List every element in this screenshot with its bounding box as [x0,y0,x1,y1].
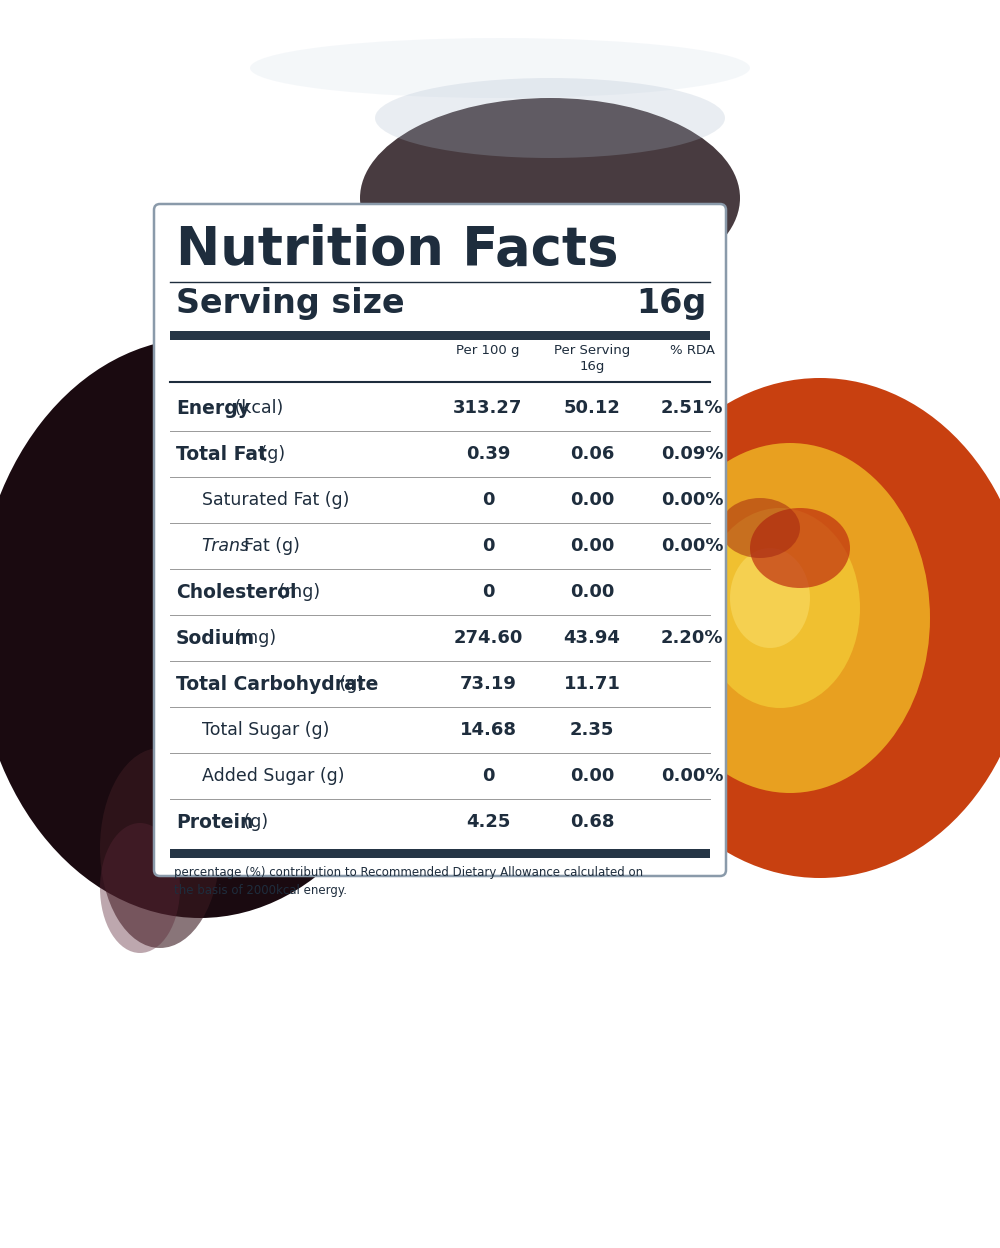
Text: 4.25: 4.25 [466,812,510,831]
Text: 11.71: 11.71 [564,675,620,693]
Text: % RDA: % RDA [670,344,714,357]
Text: 0: 0 [482,768,494,785]
Ellipse shape [360,99,740,298]
Text: 0.00%: 0.00% [661,537,723,555]
Text: percentage (%) contribution to Recommended Dietary Allowance calculated on
the b: percentage (%) contribution to Recommend… [174,866,643,897]
Text: 0.00: 0.00 [570,583,614,602]
Text: (g): (g) [334,675,365,693]
Text: 274.60: 274.60 [453,629,523,646]
Text: Total Sugar (g): Total Sugar (g) [202,721,329,739]
Text: 0.00: 0.00 [570,768,614,785]
Text: Trans: Trans [202,537,254,555]
Text: 14.68: 14.68 [460,721,516,739]
Ellipse shape [700,508,860,708]
Text: 0: 0 [482,490,494,509]
Text: Protein: Protein [176,812,253,831]
Ellipse shape [100,822,180,953]
Text: Energy: Energy [176,398,250,418]
Text: Saturated Fat (g): Saturated Fat (g) [202,490,349,509]
Ellipse shape [375,77,725,158]
Ellipse shape [650,443,930,792]
Text: (kcal): (kcal) [229,399,283,417]
Text: Total Carbohydrate: Total Carbohydrate [176,674,378,694]
Text: 0.39: 0.39 [466,446,510,463]
Text: (g): (g) [255,446,285,463]
Text: Cholesterol: Cholesterol [176,583,296,602]
Text: 2.51%: 2.51% [661,399,723,417]
Text: 0.00: 0.00 [570,490,614,509]
Text: 0.68: 0.68 [570,812,614,831]
Text: 0: 0 [482,537,494,555]
Text: 43.94: 43.94 [564,629,620,646]
Text: Added Sugar (g): Added Sugar (g) [202,768,344,785]
Ellipse shape [250,37,750,99]
Text: 73.19: 73.19 [460,675,516,693]
Text: (g): (g) [238,812,268,831]
Ellipse shape [730,548,810,648]
Text: Per 100 g: Per 100 g [456,344,520,357]
Text: 313.27: 313.27 [453,399,523,417]
Text: 2.20%: 2.20% [661,629,723,646]
FancyBboxPatch shape [154,203,726,876]
Text: 0.00%: 0.00% [661,768,723,785]
Ellipse shape [610,548,690,748]
Text: Nutrition Facts: Nutrition Facts [176,223,618,276]
Text: Total Fat: Total Fat [176,444,267,463]
Text: (mg): (mg) [229,629,276,646]
Text: Per Serving
16g: Per Serving 16g [554,344,630,373]
Text: 2.35: 2.35 [570,721,614,739]
Text: (mg): (mg) [273,583,320,602]
Ellipse shape [0,338,425,919]
Ellipse shape [100,748,220,948]
Ellipse shape [720,498,800,558]
Text: Sodium: Sodium [176,629,255,648]
Bar [170,849,710,859]
Ellipse shape [610,378,1000,879]
Ellipse shape [750,508,850,588]
Text: 0.06: 0.06 [570,446,614,463]
Text: Fat (g): Fat (g) [244,537,300,555]
Text: 50.12: 50.12 [564,399,620,417]
Text: Serving size: Serving size [176,287,405,319]
Bar [170,331,710,339]
Text: 16g: 16g [636,287,706,319]
Text: 0.00%: 0.00% [661,490,723,509]
Text: 0.00: 0.00 [570,537,614,555]
Text: 0.09%: 0.09% [661,446,723,463]
Text: 0: 0 [482,583,494,602]
